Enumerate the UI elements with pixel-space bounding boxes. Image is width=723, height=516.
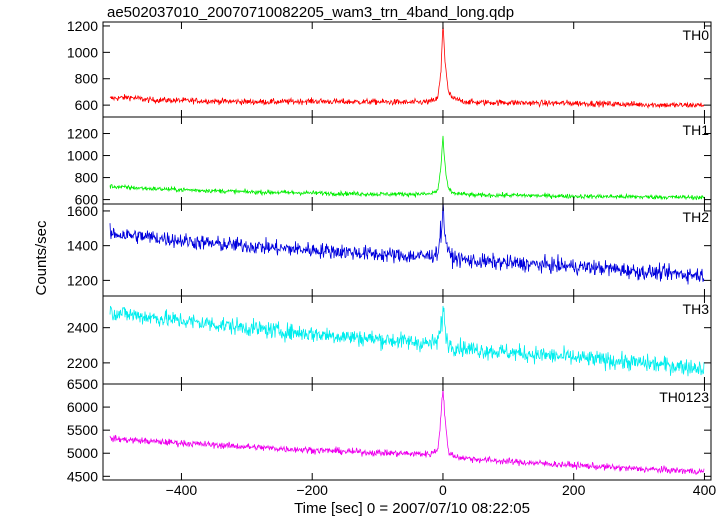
x-tick-label: −200 — [296, 482, 328, 498]
series-line-th0123 — [109, 387, 705, 476]
y-tick-label: 1000 — [67, 148, 98, 164]
panel-label: TH3 — [683, 301, 710, 317]
x-tick-label: −400 — [166, 482, 198, 498]
y-tick-label: 5500 — [67, 422, 98, 438]
panel-frame — [102, 295, 712, 385]
y-axis-label: Counts/sec — [33, 220, 50, 296]
chart-title: ae502037010_20070710082205_wam3_trn_4ban… — [107, 4, 514, 21]
panel-frame — [102, 203, 712, 297]
series-line-th1 — [109, 135, 705, 201]
panel-label: TH0 — [683, 27, 710, 43]
series-line-th0 — [109, 24, 705, 109]
y-tick-label: 600 — [75, 97, 99, 113]
x-axis-label: Time [sec] 0 = 2007/07/10 08:22:05 — [294, 500, 530, 516]
y-tick-label: 1200 — [67, 18, 98, 34]
panel-label: TH1 — [683, 122, 710, 138]
y-tick-label: 1600 — [67, 203, 98, 219]
y-tick-label: 4500 — [67, 468, 98, 484]
y-tick-label: 1200 — [67, 126, 98, 142]
panel-th0: 600 800 1000 1200 TH0 — [67, 18, 712, 118]
y-tick-label: 2400 — [67, 320, 98, 336]
y-tick-label: 1000 — [67, 44, 98, 60]
y-tick-label: 6000 — [67, 399, 98, 415]
y-tick-label: 1200 — [67, 272, 98, 288]
panel-frame — [102, 383, 712, 481]
panel-th1: 600 800 1000 1200 TH1 — [67, 116, 712, 208]
y-tick-label: 800 — [75, 170, 99, 186]
x-tick-label: 400 — [693, 482, 717, 498]
panels-group: 600 800 1000 1200 TH0 600 800 1000 1200 TH1 1200 14… — [67, 18, 717, 498]
panel-th0123: 4500 5000 5500 6000 6500 TH0123 — [67, 376, 712, 484]
y-tick-label: 2200 — [67, 355, 98, 371]
y-tick-label: 5000 — [67, 445, 98, 461]
panel-label: TH2 — [683, 209, 710, 225]
series-line-th3 — [109, 305, 705, 377]
y-tick-label: 600 — [75, 192, 99, 208]
y-tick-label: 1400 — [67, 238, 98, 254]
panel-label: TH0123 — [659, 389, 709, 405]
y-tick-label: 800 — [75, 71, 99, 87]
series-line-th2 — [109, 204, 705, 285]
x-tick-label: 0 — [439, 482, 447, 498]
y-tick-label: 6500 — [67, 376, 98, 392]
panel-th3: 2200 2400 TH3 — [67, 295, 712, 385]
x-tick-label: 200 — [562, 482, 586, 498]
panel-th2: 1200 1400 1600 TH2 — [67, 203, 712, 297]
